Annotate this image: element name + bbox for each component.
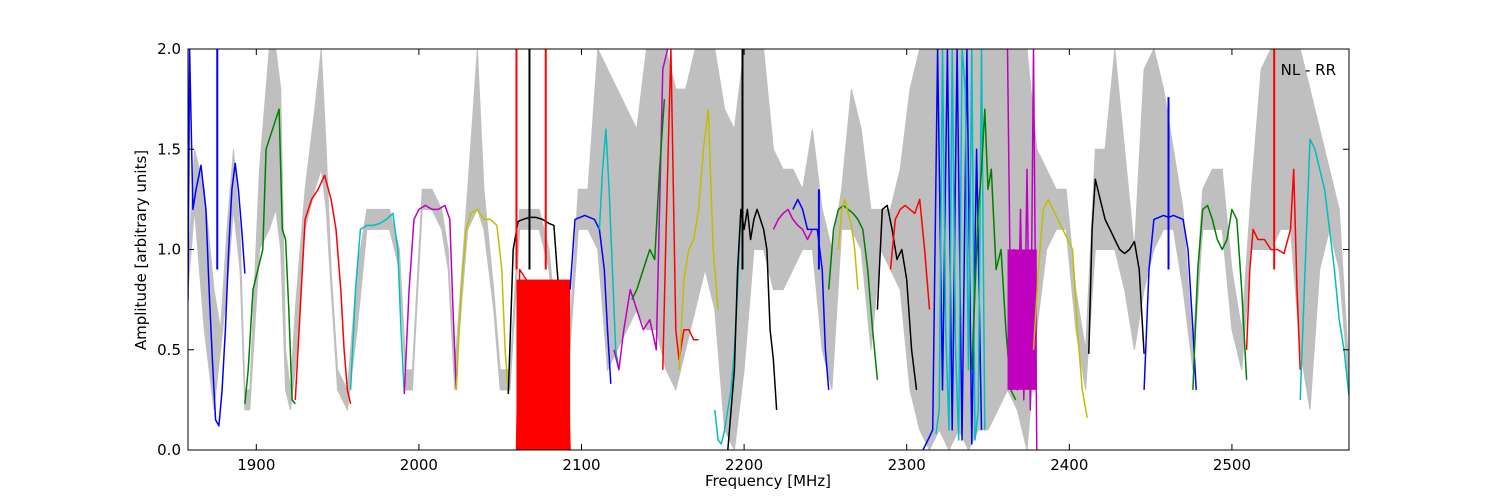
series-3 bbox=[294, 174, 352, 405]
ticks-layer: 1900 2000 2100 2200 2300 2400 2500 0.0 0.5 1.0 1.5… bbox=[157, 40, 1349, 474]
series-4 bbox=[349, 212, 406, 394]
series-9-line bbox=[569, 214, 612, 384]
series-28-line bbox=[1088, 178, 1145, 354]
series-25-line bbox=[971, 108, 1017, 401]
series-29 bbox=[1143, 97, 1197, 390]
series-14 bbox=[678, 108, 719, 370]
series-1 bbox=[188, 49, 246, 427]
series-20 bbox=[837, 198, 859, 290]
series-14-line bbox=[678, 108, 719, 370]
series-17-line bbox=[772, 208, 814, 241]
series-27 bbox=[1032, 198, 1088, 419]
plot-area bbox=[188, 49, 1349, 450]
series-23-line bbox=[922, 49, 983, 450]
x-tick-label: 2300 bbox=[888, 456, 926, 474]
series-24-line bbox=[935, 49, 986, 441]
y-tick-label: 0.5 bbox=[157, 341, 181, 359]
series-29-line bbox=[1143, 214, 1197, 390]
series-4-line bbox=[349, 212, 406, 394]
series-23 bbox=[922, 49, 983, 450]
series-32-line bbox=[1299, 138, 1349, 400]
series-3-line bbox=[294, 174, 352, 405]
series-26-line bbox=[1006, 49, 1038, 450]
series-20-line bbox=[837, 198, 859, 290]
series-11 bbox=[613, 49, 669, 371]
series-21 bbox=[876, 204, 918, 390]
x-axis-label: Frequency [MHz] bbox=[705, 472, 831, 490]
series-6-line bbox=[455, 208, 510, 394]
series-27-line bbox=[1032, 198, 1088, 419]
series-8-band bbox=[516, 279, 571, 450]
series-5-line bbox=[403, 204, 458, 394]
y-tick-label: 1.5 bbox=[157, 140, 181, 158]
series-5 bbox=[403, 204, 458, 394]
series-30 bbox=[1192, 204, 1248, 390]
series-10 bbox=[598, 128, 620, 370]
x-tick-label: 2500 bbox=[1213, 456, 1251, 474]
y-tick-label: 1.0 bbox=[157, 241, 181, 259]
series-1-line bbox=[188, 49, 246, 427]
series-24 bbox=[935, 49, 986, 441]
series-8-line bbox=[515, 268, 571, 450]
series-12-line bbox=[631, 99, 666, 300]
series-28 bbox=[1088, 178, 1145, 354]
series-21-line bbox=[876, 204, 918, 390]
series-18 bbox=[792, 189, 830, 390]
series-8 bbox=[515, 49, 571, 450]
series-9 bbox=[569, 214, 612, 384]
x-tick-label: 2000 bbox=[400, 456, 438, 474]
x-tick-label: 2200 bbox=[725, 456, 763, 474]
series-31 bbox=[1245, 49, 1301, 370]
series-25 bbox=[971, 108, 1017, 401]
series-32 bbox=[1299, 138, 1349, 400]
series-6 bbox=[455, 208, 510, 394]
x-tick-label: 1900 bbox=[237, 456, 275, 474]
series-19-line bbox=[827, 204, 879, 380]
series-22 bbox=[889, 198, 931, 310]
series-18-line bbox=[792, 198, 830, 390]
y-axis-label: Amplitude [arbitrary units] bbox=[132, 150, 150, 350]
series-12 bbox=[631, 99, 666, 300]
series-10-line bbox=[598, 128, 620, 370]
series-26 bbox=[1006, 49, 1038, 450]
series-19 bbox=[827, 204, 879, 380]
series-layer bbox=[188, 49, 1349, 450]
series-30-line bbox=[1192, 204, 1248, 390]
series-2 bbox=[244, 108, 296, 405]
x-tick-label: 2100 bbox=[562, 456, 600, 474]
series-16 bbox=[727, 49, 778, 450]
y-tick-label: 0.0 bbox=[157, 441, 181, 459]
series-17 bbox=[772, 208, 814, 241]
series-2-line bbox=[244, 108, 296, 405]
series-16-line bbox=[727, 208, 778, 450]
x-tick-label: 2400 bbox=[1050, 456, 1088, 474]
series-22-line bbox=[889, 198, 931, 310]
series-11-line bbox=[613, 49, 669, 371]
y-tick-label: 2.0 bbox=[157, 40, 181, 58]
baseline-annotation: NL - RR bbox=[1281, 61, 1336, 79]
